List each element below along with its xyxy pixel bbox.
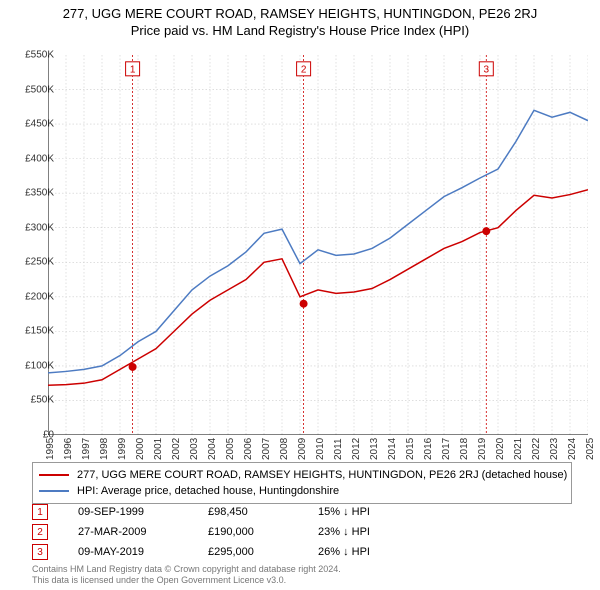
chart-container: 277, UGG MERE COURT ROAD, RAMSEY HEIGHTS… — [0, 0, 600, 590]
chart-svg: 1 2 3 — [48, 55, 588, 435]
x-tick-label: 2018 — [459, 438, 470, 460]
sale-marker-box: 1 — [32, 504, 48, 520]
x-tick-label: 1998 — [99, 438, 110, 460]
x-tick-label: 2010 — [315, 438, 326, 460]
legend: 277, UGG MERE COURT ROAD, RAMSEY HEIGHTS… — [32, 462, 572, 504]
sales-table: 1 09-SEP-1999£98,45015% ↓ HPI 2 27-MAR-2009… — [32, 502, 418, 562]
sale-row: 1 09-SEP-1999£98,45015% ↓ HPI — [32, 502, 418, 522]
x-tick-label: 2007 — [261, 438, 272, 460]
y-tick-label: £300K — [25, 222, 54, 233]
legend-swatch-hpi — [39, 490, 69, 492]
x-tick-label: 2022 — [531, 438, 542, 460]
attribution: Contains HM Land Registry data © Crown c… — [32, 564, 341, 586]
x-tick-label: 2002 — [171, 438, 182, 460]
y-tick-label: £250K — [25, 257, 54, 268]
x-tick-label: 2009 — [297, 438, 308, 460]
legend-swatch-property — [39, 474, 69, 476]
sale-row: 2 27-MAR-2009£190,00023% ↓ HPI — [32, 522, 418, 542]
x-tick-label: 2004 — [207, 438, 218, 460]
x-tick-label: 2023 — [549, 438, 560, 460]
sale-diff: 15% ↓ HPI — [318, 506, 418, 518]
x-tick-label: 2014 — [387, 438, 398, 460]
x-tick-label: 2006 — [243, 438, 254, 460]
chart-subtitle: Price paid vs. HM Land Registry's House … — [0, 21, 600, 38]
x-tick-label: 2017 — [441, 438, 452, 460]
y-tick-label: £400K — [25, 153, 54, 164]
sale-row: 3 09-MAY-2019£295,00026% ↓ HPI — [32, 542, 418, 562]
legend-label-property: 277, UGG MERE COURT ROAD, RAMSEY HEIGHTS… — [77, 469, 567, 481]
x-tick-label: 2024 — [567, 438, 578, 460]
x-tick-label: 2008 — [279, 438, 290, 460]
x-tick-label: 2012 — [351, 438, 362, 460]
legend-row-property: 277, UGG MERE COURT ROAD, RAMSEY HEIGHTS… — [39, 467, 565, 483]
sale-marker-box: 2 — [32, 524, 48, 540]
x-tick-label: 2021 — [513, 438, 524, 460]
sale-price: £295,000 — [208, 546, 318, 558]
x-tick-label: 2005 — [225, 438, 236, 460]
sale-diff: 26% ↓ HPI — [318, 546, 418, 558]
chart-title: 277, UGG MERE COURT ROAD, RAMSEY HEIGHTS… — [0, 0, 600, 21]
x-tick-label: 1999 — [117, 438, 128, 460]
x-tick-label: 2003 — [189, 438, 200, 460]
sale-diff: 23% ↓ HPI — [318, 526, 418, 538]
x-tick-label: 1997 — [81, 438, 92, 460]
x-tick-label: 2020 — [495, 438, 506, 460]
x-tick-label: 2013 — [369, 438, 380, 460]
sale-price: £98,450 — [208, 506, 318, 518]
svg-text:2: 2 — [301, 64, 307, 75]
sale-date: 09-MAY-2019 — [78, 546, 208, 558]
y-tick-label: £100K — [25, 360, 54, 371]
x-tick-label: 2011 — [333, 438, 344, 460]
y-tick-label: £350K — [25, 188, 54, 199]
x-tick-label: 2016 — [423, 438, 434, 460]
y-tick-label: £450K — [25, 119, 54, 130]
sale-date: 27-MAR-2009 — [78, 526, 208, 538]
x-tick-label: 1996 — [63, 438, 74, 460]
y-tick-label: £150K — [25, 326, 54, 337]
x-tick-label: 2015 — [405, 438, 416, 460]
svg-text:3: 3 — [484, 64, 490, 75]
svg-text:1: 1 — [130, 64, 136, 75]
y-tick-label: £50K — [31, 395, 54, 406]
x-tick-label: 2025 — [585, 438, 596, 460]
x-tick-label: 1995 — [45, 438, 56, 460]
y-tick-label: £550K — [25, 50, 54, 61]
x-tick-label: 2000 — [135, 438, 146, 460]
legend-row-hpi: HPI: Average price, detached house, Hunt… — [39, 483, 565, 499]
attribution-line2: This data is licensed under the Open Gov… — [32, 575, 341, 586]
sale-price: £190,000 — [208, 526, 318, 538]
sale-marker-box: 3 — [32, 544, 48, 560]
legend-label-hpi: HPI: Average price, detached house, Hunt… — [77, 485, 339, 497]
attribution-line1: Contains HM Land Registry data © Crown c… — [32, 564, 341, 575]
x-tick-label: 2019 — [477, 438, 488, 460]
y-tick-label: £200K — [25, 291, 54, 302]
x-tick-label: 2001 — [153, 438, 164, 460]
sale-date: 09-SEP-1999 — [78, 506, 208, 518]
y-tick-label: £500K — [25, 84, 54, 95]
